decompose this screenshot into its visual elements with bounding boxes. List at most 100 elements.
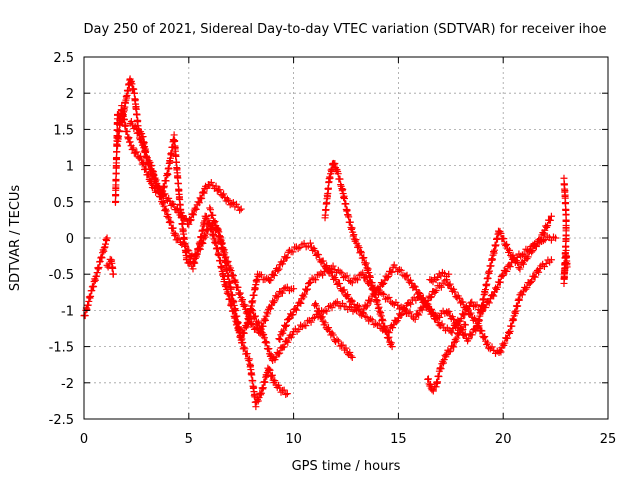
data-point (544, 222, 552, 230)
data-point (254, 318, 262, 326)
data-point (135, 129, 143, 137)
data-point (392, 318, 400, 326)
data-point (283, 390, 291, 398)
data-point (237, 336, 245, 344)
data-point (451, 288, 459, 296)
data-point (501, 339, 509, 347)
data-point (228, 200, 236, 208)
data-point (413, 310, 421, 318)
data-point (301, 290, 309, 298)
data-point (445, 270, 453, 278)
data-point (531, 273, 539, 281)
series-s9 (321, 159, 396, 351)
data-point (394, 301, 402, 309)
data-point (129, 144, 137, 152)
x-tick-label-4: 20 (495, 432, 512, 447)
data-point (283, 321, 291, 329)
data-point (335, 280, 343, 288)
data-point (216, 186, 224, 194)
data-point (207, 178, 215, 186)
data-point (132, 149, 140, 157)
data-point (355, 303, 363, 311)
data-point (465, 335, 473, 343)
data-point (453, 334, 461, 342)
data-point (380, 290, 388, 298)
series-s12 (426, 268, 453, 286)
data-point (205, 219, 213, 227)
data-point (338, 269, 346, 277)
data-point (212, 226, 220, 234)
data-point (383, 274, 391, 282)
data-point (518, 291, 526, 299)
series-s10 (311, 300, 356, 361)
data-point (484, 274, 492, 282)
data-point (323, 307, 331, 315)
series-s2 (103, 255, 117, 278)
data-point (166, 217, 174, 225)
data-point (436, 364, 444, 372)
data-point (497, 230, 505, 238)
data-point (415, 289, 423, 297)
data-point (132, 124, 140, 132)
data-point (520, 250, 528, 258)
data-point (280, 343, 288, 351)
data-point (407, 276, 415, 284)
data-point (452, 337, 460, 345)
x-axis-ticks: 0 5 10 15 20 25 (80, 57, 616, 447)
data-point (238, 335, 246, 343)
data-point (198, 194, 206, 202)
data-point (260, 330, 268, 338)
data-point (347, 296, 355, 304)
data-point (385, 333, 393, 341)
x-tick-label-5: 25 (600, 432, 617, 447)
data-point (503, 267, 511, 275)
data-point (439, 359, 447, 367)
data-point (187, 216, 195, 224)
data-point (542, 260, 550, 268)
data-point (328, 304, 336, 312)
data-point (276, 336, 284, 344)
data-point (383, 295, 391, 303)
data-point (411, 315, 419, 323)
data-point (257, 389, 265, 397)
data-point (261, 316, 269, 324)
x-tick-label-3: 15 (390, 432, 407, 447)
data-point (532, 243, 540, 251)
data-point (257, 325, 265, 333)
data-point (257, 271, 265, 279)
data-point (159, 198, 167, 206)
data-point (303, 286, 311, 294)
data-point (312, 276, 320, 284)
data-point (254, 397, 262, 405)
data-point (315, 307, 323, 315)
data-points (80, 75, 571, 411)
data-point (407, 300, 415, 308)
data-point (137, 134, 145, 142)
data-point (186, 217, 194, 225)
data-point (212, 182, 220, 190)
data-point (499, 272, 507, 280)
y-tick-label-9: 2 (66, 87, 74, 102)
data-point (274, 350, 282, 358)
data-point (468, 298, 476, 306)
data-point (503, 240, 511, 248)
data-point (445, 348, 453, 356)
data-point (437, 283, 445, 291)
data-point (276, 349, 284, 357)
data-point (223, 195, 231, 203)
data-point (162, 205, 170, 213)
data-point (348, 353, 356, 361)
y-tick-label-4: -0.5 (49, 268, 74, 283)
data-point (103, 234, 111, 242)
data-point (457, 315, 465, 323)
data-point (455, 294, 463, 302)
data-point (267, 305, 275, 313)
data-point (275, 265, 283, 273)
data-point (333, 336, 341, 344)
data-point (419, 303, 427, 311)
data-point (362, 303, 370, 311)
data-point (190, 211, 198, 219)
data-point (360, 254, 368, 262)
data-point (528, 248, 536, 256)
data-point (195, 199, 203, 207)
